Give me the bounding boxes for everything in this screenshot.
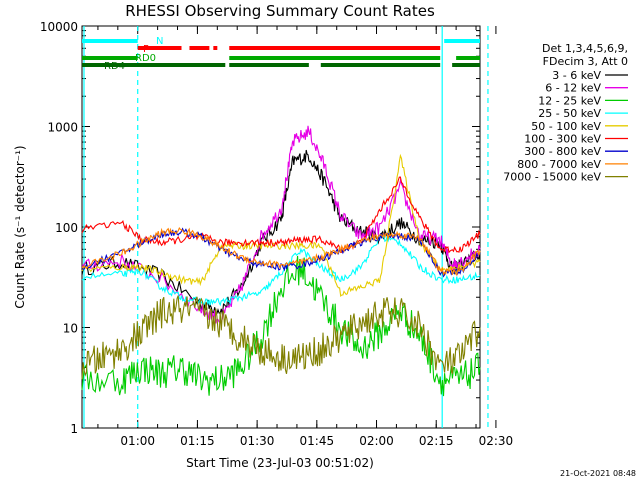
legend-label: 3 - 6 keV — [552, 69, 601, 82]
legend-label: 50 - 100 keV — [531, 120, 601, 133]
legend-label: 100 - 300 keV — [524, 133, 601, 146]
footer-date: 21-Oct-2021 08:48 — [560, 469, 636, 478]
x-tick-label: 01:15 — [180, 434, 215, 448]
y-tick-label: 100 — [55, 221, 78, 235]
legend-label: 25 - 50 keV — [538, 107, 601, 120]
legend-label: 300 - 800 keV — [524, 145, 601, 158]
series-line — [81, 255, 481, 397]
x-tick-label: 01:00 — [120, 434, 155, 448]
chart-title: RHESSI Observing Summary Count Rates — [125, 2, 435, 20]
legend-header: FDecim 3, Att 0 — [543, 55, 628, 68]
legend-label: 7000 - 15000 keV — [503, 171, 601, 184]
state-bar-label: RD4 — [104, 61, 125, 72]
plot-axes: 1 10 100 1000 10000 01:00 01:15 01:30 01:45 02:00… — [40, 20, 513, 448]
x-tick-label: 02:15 — [419, 434, 454, 448]
series-lines — [81, 125, 481, 397]
series-line — [81, 176, 481, 254]
series-line — [81, 295, 481, 380]
x-axis-label: Start Time (23-Jul-03 00:51:02) — [186, 456, 374, 470]
series-line — [81, 125, 481, 324]
y-tick-label: 10000 — [40, 20, 78, 34]
y-axis-label: Count Rate (s⁻¹ detector⁻¹) — [13, 145, 27, 308]
x-tick-label: 01:45 — [300, 434, 335, 448]
y-tick-label: 10 — [63, 322, 78, 336]
y-tick-label: 1 — [70, 422, 78, 436]
x-tick-label: 02:00 — [359, 434, 394, 448]
y-tick-label: 1000 — [47, 121, 78, 135]
state-bar-label: RD0 — [135, 53, 156, 64]
series-line — [81, 153, 481, 297]
state-bar-label: F — [143, 44, 149, 55]
series-line — [81, 227, 481, 277]
x-tick-label: 01:30 — [240, 434, 275, 448]
legend-label: 6 - 12 keV — [545, 82, 601, 95]
series-line — [81, 227, 481, 278]
legend-label: 800 - 7000 keV — [517, 158, 601, 171]
legend-label: 12 - 25 keV — [538, 94, 601, 107]
legend-header: Det 1,3,4,5,6,9, — [542, 42, 628, 55]
legend: Det 1,3,4,5,6,9,FDecim 3, Att 03 - 6 keV… — [503, 42, 628, 184]
state-bar-label: N — [156, 36, 163, 47]
x-tick-label: 02:30 — [479, 434, 514, 448]
